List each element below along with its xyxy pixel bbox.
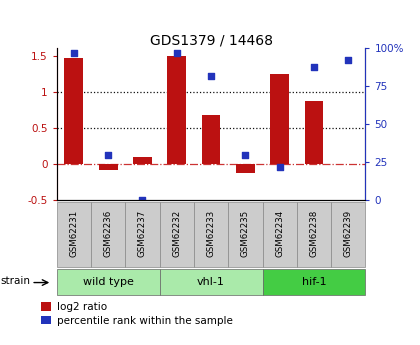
Point	[242, 152, 249, 157]
Bar	[202, 115, 220, 164]
Bar	[270, 73, 289, 164]
Text: GSM62234: GSM62234	[275, 210, 284, 257]
Bar	[304, 101, 323, 164]
Text: hif-1: hif-1	[302, 277, 326, 287]
Bar	[57, 202, 91, 267]
Bar	[228, 202, 262, 267]
Bar	[57, 269, 160, 295]
Bar	[125, 202, 160, 267]
Text: GSM62236: GSM62236	[104, 210, 113, 257]
Point	[310, 64, 318, 69]
Bar	[297, 202, 331, 267]
Bar	[160, 269, 262, 295]
Point	[173, 50, 180, 56]
Legend: log2 ratio, percentile rank within the sample: log2 ratio, percentile rank within the s…	[41, 302, 232, 326]
Bar	[91, 202, 125, 267]
Bar	[262, 202, 297, 267]
Bar	[194, 202, 228, 267]
Point	[208, 73, 215, 78]
Text: wild type: wild type	[83, 277, 134, 287]
Text: vhl-1: vhl-1	[197, 277, 225, 287]
Point	[105, 152, 112, 157]
Title: GDS1379 / 14468: GDS1379 / 14468	[150, 33, 273, 47]
Text: GSM62232: GSM62232	[172, 210, 181, 257]
Text: GSM62238: GSM62238	[310, 210, 318, 257]
Bar	[236, 164, 255, 172]
Bar	[331, 202, 365, 267]
Text: GSM62231: GSM62231	[69, 210, 79, 257]
Text: GSM62237: GSM62237	[138, 210, 147, 257]
Bar	[160, 202, 194, 267]
Bar	[99, 164, 118, 170]
Bar	[262, 269, 365, 295]
Text: GSM62239: GSM62239	[344, 210, 353, 257]
Point	[345, 58, 352, 63]
Text: strain: strain	[1, 276, 31, 286]
Point	[139, 197, 146, 203]
Point	[276, 164, 283, 169]
Bar	[133, 157, 152, 164]
Point	[71, 50, 77, 56]
Text: GSM62235: GSM62235	[241, 210, 250, 257]
Bar	[167, 56, 186, 164]
Text: GSM62233: GSM62233	[207, 210, 215, 257]
Bar	[64, 58, 83, 164]
